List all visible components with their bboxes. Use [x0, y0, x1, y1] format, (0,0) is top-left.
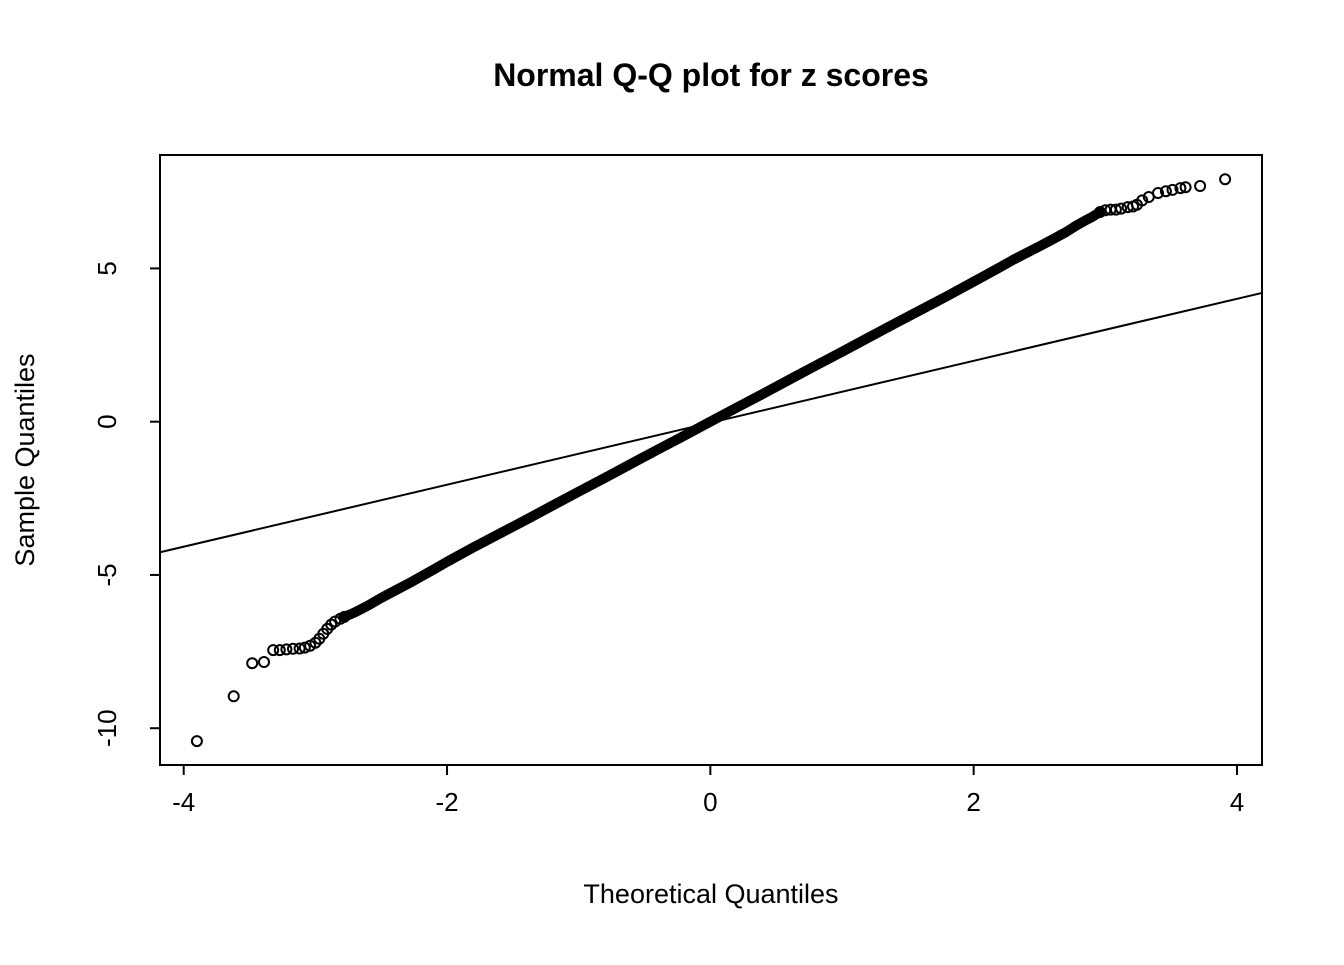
qq-point — [1109, 203, 1122, 216]
qq-point — [338, 610, 351, 623]
qq-point — [298, 641, 311, 654]
qq-point — [1115, 202, 1128, 215]
y-tick-label: 0 — [92, 414, 122, 428]
plot-frame — [159, 154, 1263, 766]
qq-point — [267, 644, 280, 657]
y-tick-label: -10 — [92, 709, 122, 747]
x-tick-label: -4 — [172, 787, 195, 817]
x-axis-label: Theoretical Quantiles — [583, 879, 838, 909]
x-tick-label: 4 — [1230, 787, 1244, 817]
qq-point — [1179, 181, 1192, 194]
qq-point — [190, 735, 203, 748]
y-tick-label: -5 — [92, 563, 122, 586]
qq-point — [287, 642, 299, 655]
chart-title: Normal Q-Q plot for z scores — [493, 57, 929, 93]
qq-point — [1219, 173, 1232, 186]
qq-point — [273, 644, 286, 657]
qq-point — [1166, 183, 1179, 196]
qq-point — [280, 643, 293, 656]
qq-point — [246, 657, 259, 670]
qq-point — [1136, 194, 1149, 207]
x-tick-label: 2 — [966, 787, 980, 817]
qq-point — [1094, 206, 1107, 218]
qq-point — [258, 656, 270, 668]
y-tick-label: 5 — [92, 261, 122, 275]
x-axis-ticks: -4 -2 0 2 4 — [172, 765, 1244, 817]
qq-points-layer — [190, 173, 1232, 748]
qq-point — [227, 690, 240, 703]
y-axis-ticks: -10 -5 0 5 — [92, 261, 160, 747]
x-tick-label: -2 — [435, 787, 458, 817]
qq-point — [1174, 182, 1187, 195]
qq-dense-band — [339, 207, 1106, 622]
y-axis-label: Sample Quantiles — [10, 353, 40, 566]
qq-point — [1159, 185, 1172, 198]
qq-point — [293, 642, 306, 655]
qq-point — [1194, 180, 1207, 192]
x-tick-label: 0 — [703, 787, 717, 817]
qq-point — [1152, 187, 1164, 199]
